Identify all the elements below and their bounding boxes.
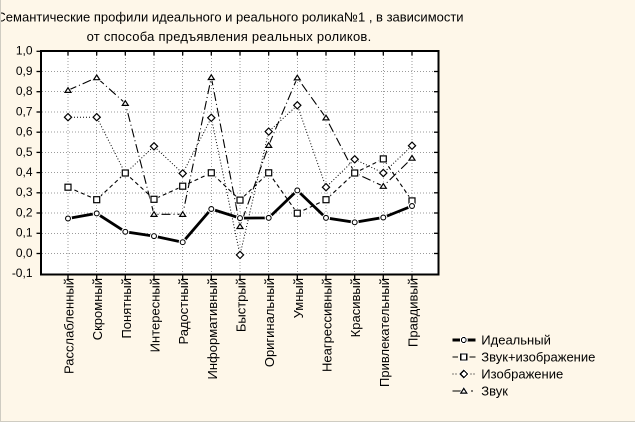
svg-text:0,9: 0,9	[16, 64, 33, 78]
svg-text:Красивый: Красивый	[348, 278, 363, 337]
svg-text:Звук+изображение: Звук+изображение	[481, 350, 595, 365]
svg-text:0,6: 0,6	[16, 125, 33, 139]
svg-text:0,0: 0,0	[16, 246, 33, 260]
svg-text:Правдивый: Правдивый	[406, 278, 421, 347]
svg-text:Идеальный: Идеальный	[481, 333, 551, 348]
svg-text:Быстрый: Быстрый	[234, 278, 249, 332]
svg-text:Умный: Умный	[291, 278, 306, 318]
svg-text:0,4: 0,4	[16, 165, 33, 179]
svg-text:Радостный: Радостный	[176, 278, 191, 345]
svg-text:-0,1: -0,1	[12, 266, 33, 280]
svg-text:Скромный: Скромный	[90, 278, 105, 340]
svg-text:Расслабленный: Расслабленный	[62, 278, 77, 374]
svg-text:Семантические профили идеально: Семантические профили идеального и реаль…	[0, 10, 464, 25]
svg-text:Звук: Звук	[481, 384, 508, 399]
svg-text:Понятный: Понятный	[119, 278, 134, 339]
svg-text:0,5: 0,5	[16, 145, 33, 159]
svg-text:0,3: 0,3	[16, 185, 33, 199]
svg-text:Изображение: Изображение	[481, 367, 563, 382]
svg-text:Неагрессивный: Неагрессивный	[320, 278, 335, 372]
svg-text:Оригинальный: Оригинальный	[262, 278, 277, 367]
svg-text:0,8: 0,8	[16, 84, 33, 98]
svg-text:0,1: 0,1	[16, 226, 33, 240]
svg-text:Интересный: Интересный	[148, 278, 163, 352]
svg-text:0,2: 0,2	[16, 205, 33, 219]
svg-text:Информативный: Информативный	[205, 278, 220, 379]
svg-text:0,7: 0,7	[16, 104, 33, 118]
svg-text:1,0: 1,0	[16, 44, 33, 58]
svg-text:от способа предъявления реальн: от способа предъявления реальных роликов…	[87, 29, 372, 44]
svg-text:Привлекательный: Привлекательный	[377, 278, 392, 387]
